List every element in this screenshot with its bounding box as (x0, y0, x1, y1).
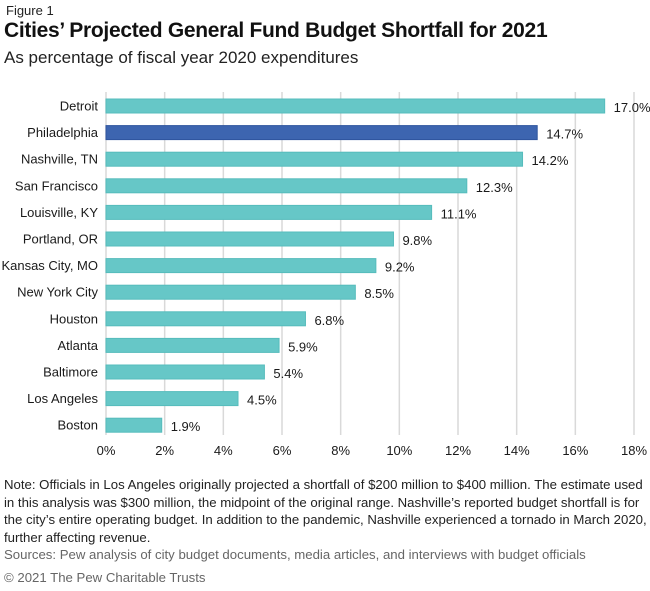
chart-sources: Sources: Pew analysis of city budget doc… (4, 547, 586, 562)
bar-new-york-city (105, 284, 356, 300)
value-label: 5.9% (288, 339, 318, 354)
category-labels: Detroit Philadelphia Nashville, TN San Fran… (1, 99, 98, 433)
x-tick-label: 12% (445, 443, 471, 458)
category-label: Baltimore (43, 365, 98, 380)
bar-baltimore (105, 364, 265, 380)
category-label: Portland, OR (23, 232, 98, 247)
x-tick-label: 14% (504, 443, 530, 458)
x-tick-label: 4% (214, 443, 233, 458)
bar-louisville-ky (105, 204, 433, 220)
value-label: 11.1% (441, 206, 477, 221)
bar-boston (105, 417, 163, 433)
category-label: Philadelphia (27, 125, 99, 140)
figure-label: Figure 1 (6, 3, 54, 18)
value-label: 4.5% (247, 393, 277, 408)
bar-portland-or (105, 231, 394, 247)
value-label: 8.5% (364, 286, 394, 301)
x-axis-tick-labels: 0% 2% 4% 6% 8% 10% 12% 14% 16% 18% (97, 443, 648, 458)
x-tick-label: 16% (562, 443, 588, 458)
chart-note: Note: Officials in Los Angeles originall… (4, 477, 647, 545)
value-label: 9.2% (385, 260, 415, 275)
category-label: Boston (58, 418, 98, 433)
chart-title: Cities’ Projected General Fund Budget Sh… (4, 19, 548, 42)
value-label: 14.2% (532, 153, 569, 168)
category-label: Houston (50, 311, 98, 326)
x-tick-label: 6% (273, 443, 292, 458)
value-label: 12.3% (476, 180, 513, 195)
value-labels: 17.0% 14.7% 14.2% 12.3% 11.1% 9.8% 9.2% 8.5% 6.8… (171, 100, 650, 434)
bar-chart: Detroit Philadelphia Nashville, TN San Fran… (1, 92, 650, 458)
x-tick-label: 18% (621, 443, 647, 458)
category-label: Nashville, TN (21, 152, 98, 167)
bar-atlanta (105, 337, 280, 353)
category-label: Detroit (60, 99, 99, 114)
bar-philadelphia (105, 125, 538, 141)
bar-los-angeles (105, 391, 239, 407)
value-label: 1.9% (171, 419, 201, 434)
value-label: 14.7% (546, 127, 583, 142)
bar-kansas-city-mo (105, 258, 377, 274)
category-label: San Francisco (15, 178, 98, 193)
value-label: 17.0% (614, 100, 650, 115)
category-label: Kansas City, MO (1, 258, 98, 273)
x-tick-label: 0% (97, 443, 116, 458)
copyright: © 2021 The Pew Charitable Trusts (4, 570, 206, 585)
x-tick-label: 10% (386, 443, 412, 458)
category-label: Atlanta (58, 338, 99, 353)
bar-houston (105, 311, 306, 327)
bar-nashville-tn (105, 151, 524, 167)
value-label: 5.4% (273, 366, 303, 381)
bar-detroit (105, 98, 606, 114)
category-label: New York City (17, 285, 98, 300)
bars (105, 98, 606, 433)
x-tick-label: 8% (331, 443, 350, 458)
chart-subtitle: As percentage of fiscal year 2020 expend… (4, 48, 359, 67)
x-tick-label: 2% (155, 443, 174, 458)
value-label: 9.8% (402, 233, 432, 248)
bar-san-francisco (105, 178, 468, 194)
category-label: Louisville, KY (20, 205, 98, 220)
category-label: Los Angeles (27, 391, 98, 406)
value-label: 6.8% (314, 313, 344, 328)
